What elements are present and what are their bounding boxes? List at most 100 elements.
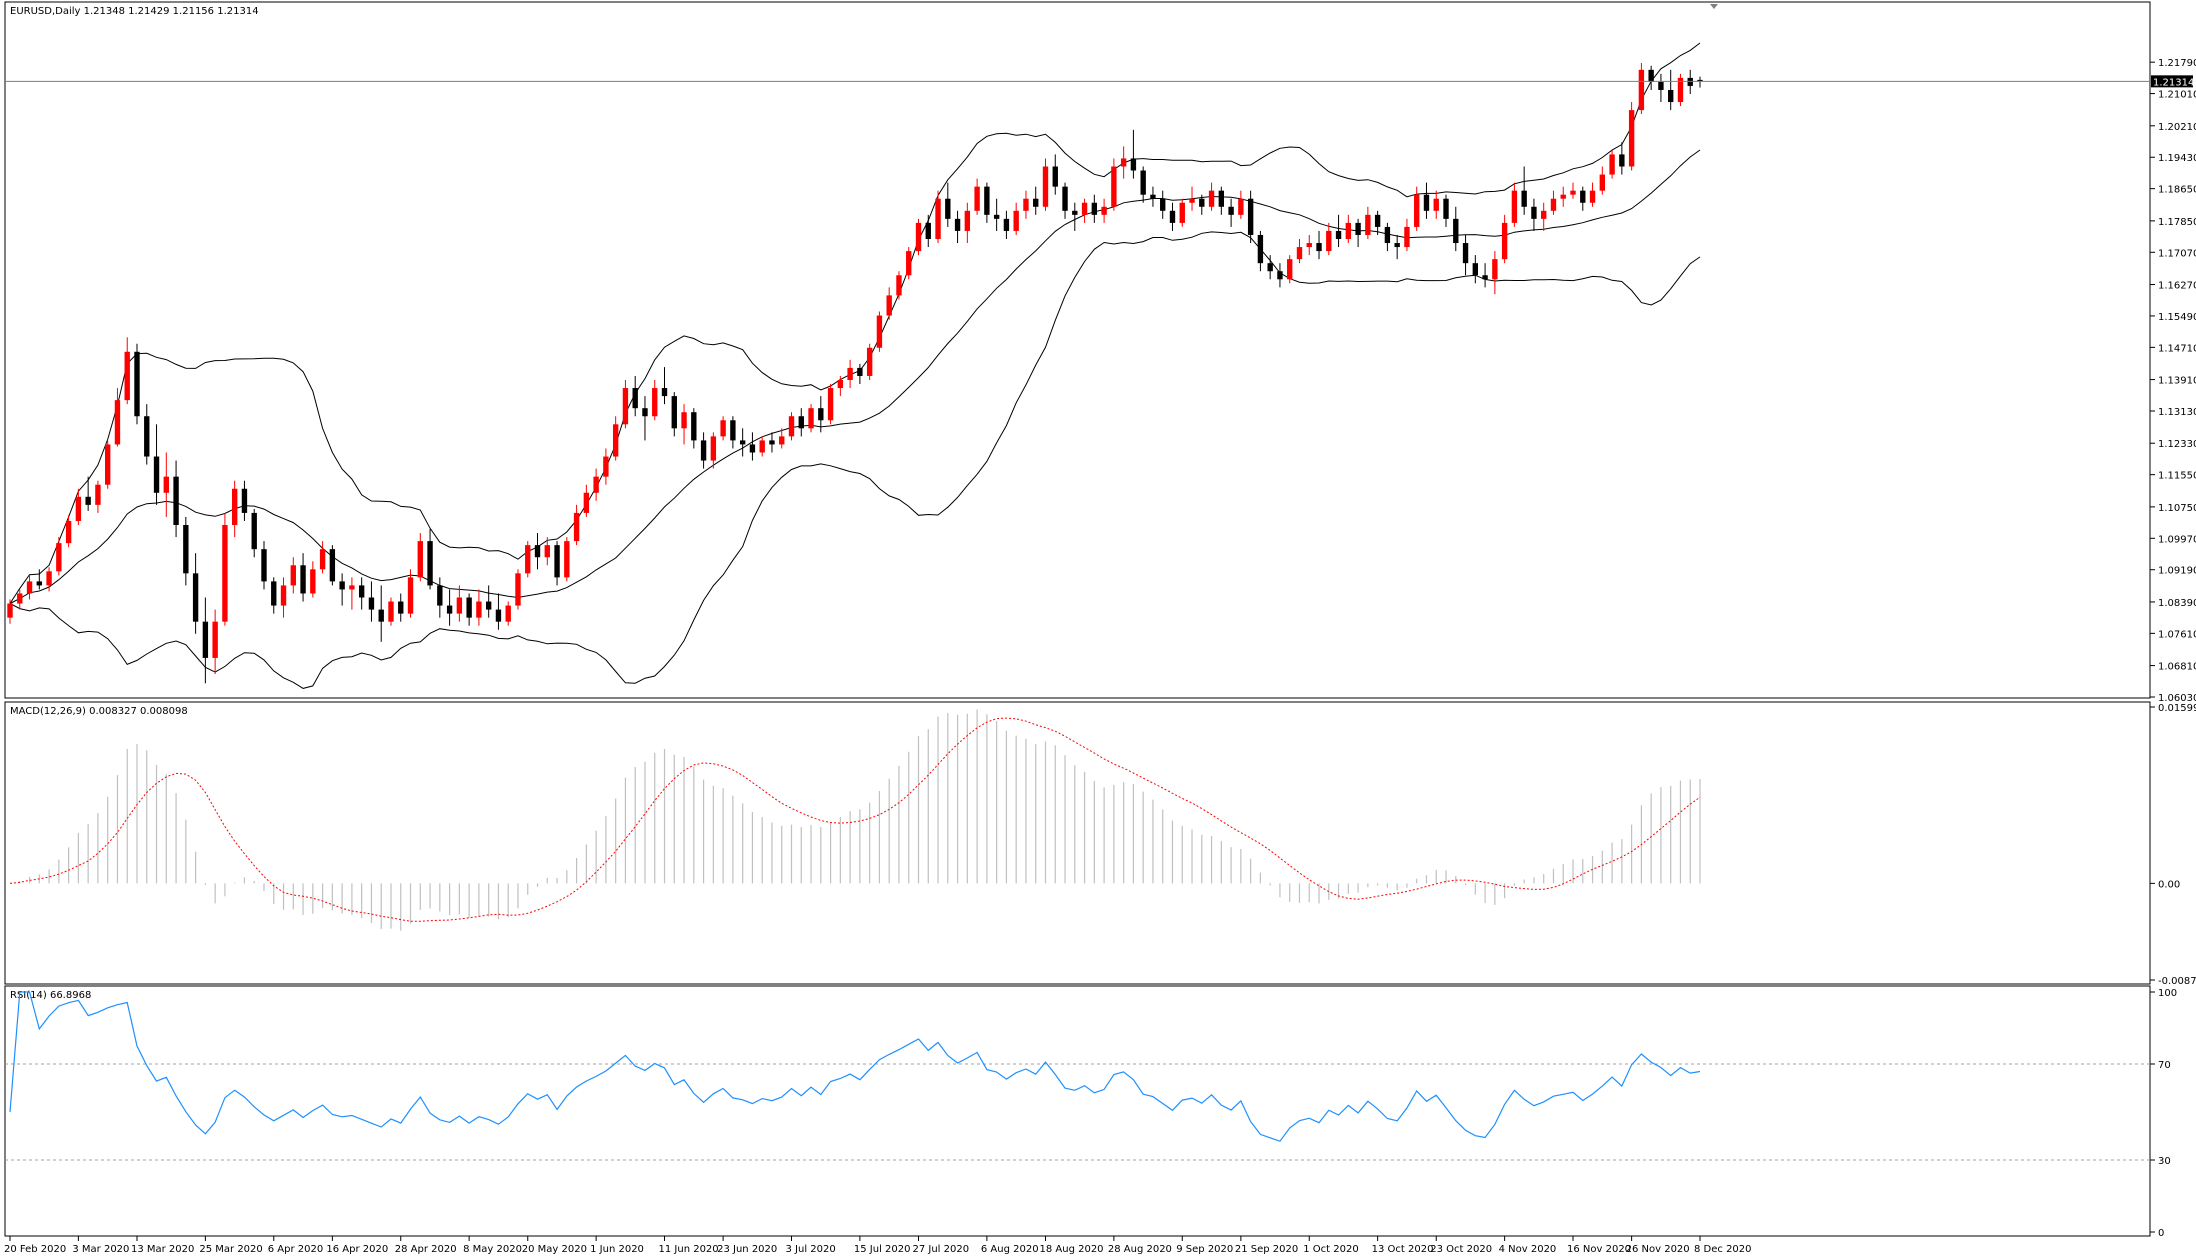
candle-body — [700, 440, 707, 461]
candle-body — [339, 581, 345, 590]
candle-body — [661, 388, 668, 397]
candle-body — [564, 541, 570, 578]
candle-body — [495, 609, 502, 622]
candle-body — [163, 476, 169, 493]
candle-body — [183, 524, 189, 574]
macd-tick-label: -0.008763 — [2158, 976, 2196, 987]
candle-body — [1550, 198, 1557, 211]
time-tick-label: 18 Aug 2020 — [1039, 1244, 1103, 1255]
bb-lower — [9, 231, 1701, 689]
time-tick-label: 16 Apr 2020 — [326, 1244, 388, 1255]
candle-body — [1101, 206, 1107, 215]
candle-body — [1560, 194, 1566, 199]
candle-body — [515, 573, 521, 606]
candle-body — [1384, 226, 1391, 244]
candle-body — [671, 396, 677, 429]
candle-body — [1482, 275, 1488, 280]
price-tick-label: 1.06810 — [2158, 662, 2196, 673]
rsi-header: RSI(14) 66.8968 — [10, 990, 91, 1001]
candle-body — [603, 456, 609, 477]
price-tick-label: 1.13910 — [2158, 376, 2196, 387]
candle-body — [945, 198, 951, 219]
candle-body — [1013, 210, 1019, 231]
candle-body — [17, 593, 23, 604]
bb-middle — [9, 149, 1701, 604]
candle-body — [1677, 77, 1684, 103]
time-tick-label: 3 Jul 2020 — [786, 1244, 836, 1255]
price-tick-label: 1.16270 — [2158, 281, 2196, 292]
macd-tick-label: 0.00 — [2158, 879, 2180, 890]
candle-body — [427, 541, 433, 586]
candle-body — [271, 581, 277, 606]
time-tick-label: 20 Feb 2020 — [4, 1244, 66, 1255]
candle-body — [1091, 202, 1098, 215]
candle-body — [1609, 154, 1615, 175]
time-tick-label: 3 Mar 2020 — [72, 1244, 129, 1255]
candle-body — [65, 520, 72, 544]
macd-header: MACD(12,26,9) 0.008327 0.008098 — [10, 706, 188, 717]
rsi-tick-label: 100 — [2158, 988, 2177, 999]
time-tick-label: 16 Nov 2020 — [1567, 1244, 1631, 1255]
candle-body — [827, 388, 834, 421]
candle-body — [1453, 218, 1459, 244]
candle-body — [1492, 259, 1498, 280]
candle-body — [241, 488, 248, 513]
candle-body — [1697, 79, 1703, 82]
scroll-marker-icon[interactable] — [1710, 4, 1718, 9]
candle-body — [1140, 170, 1146, 195]
current-price-label: 1.21314 — [2153, 77, 2194, 88]
time-tick-label: 27 Jul 2020 — [912, 1244, 969, 1255]
candle-body — [261, 549, 267, 582]
candle-body — [622, 388, 629, 425]
candle-body — [749, 444, 756, 453]
candle-body — [788, 416, 795, 437]
candle-body — [56, 543, 62, 572]
price-tick-label: 1.21010 — [2158, 90, 2196, 101]
time-tick-label: 23 Oct 2020 — [1430, 1244, 1492, 1255]
candle-body — [505, 605, 511, 622]
candle-body — [388, 601, 394, 622]
candle-body — [1531, 206, 1537, 219]
candle-body — [251, 512, 257, 550]
candle-body — [1326, 230, 1332, 252]
candle-body — [192, 573, 199, 622]
candle-body — [124, 351, 130, 401]
time-tick-label: 28 Apr 2020 — [395, 1244, 457, 1255]
candle-body — [222, 524, 228, 622]
time-tick-label: 25 Mar 2020 — [199, 1244, 262, 1255]
price-tick-label: 1.13130 — [2158, 407, 2196, 418]
candle-body — [1238, 198, 1244, 215]
candle-body — [798, 416, 804, 429]
candle-body — [1443, 198, 1449, 219]
candle-body — [358, 585, 365, 598]
candle-body — [925, 222, 931, 240]
candle-body — [876, 315, 883, 348]
candle-body — [1150, 194, 1156, 199]
macd-signal-line — [9, 717, 1701, 922]
symbol-header: EURUSD,Daily 1.21348 1.21429 1.21156 1.2… — [10, 6, 259, 17]
candle-body — [1404, 226, 1410, 248]
candle-body — [935, 198, 941, 240]
candle-body — [1374, 214, 1381, 227]
candle-body — [573, 512, 580, 542]
candle-body — [984, 186, 990, 215]
candle-body — [1648, 69, 1654, 82]
bollinger-bands — [9, 42, 1701, 689]
price-tick-label: 1.19430 — [2158, 153, 2196, 164]
candle-body — [36, 581, 42, 586]
candle-body — [886, 295, 892, 316]
candle-body — [1570, 190, 1576, 195]
rsi-panel: RSI(14) 66.8968 100 70 30 0 — [4, 985, 2177, 1239]
price-tick-label: 1.06030 — [2158, 693, 2196, 704]
candle-body — [954, 218, 961, 231]
price-panel: EURUSD,Daily 1.21348 1.21429 1.21156 1.2… — [4, 1, 2196, 704]
candle-body — [476, 601, 482, 618]
candle-body — [1130, 158, 1137, 171]
candle-body — [310, 569, 316, 594]
time-tick-label: 8 Dec 2020 — [1694, 1244, 1752, 1255]
candle-body — [1345, 222, 1352, 240]
time-tick-label: 11 Jun 2020 — [659, 1244, 719, 1255]
time-tick-label: 28 Aug 2020 — [1108, 1244, 1172, 1255]
candle-body — [1296, 247, 1303, 260]
